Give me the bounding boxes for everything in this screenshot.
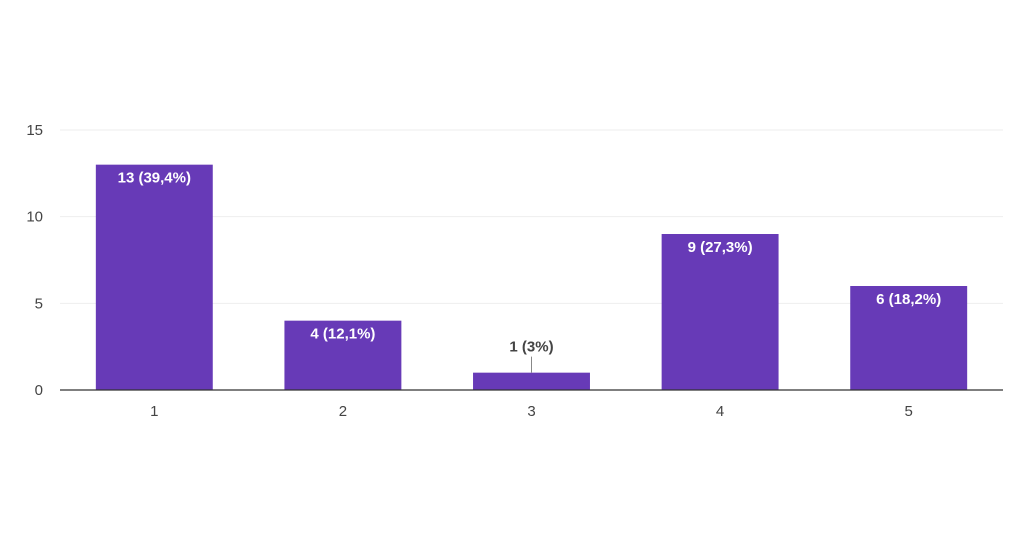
x-tick-label: 5 [905, 403, 913, 420]
bar [473, 372, 590, 390]
bar [850, 286, 968, 390]
x-tick-label: 2 [339, 403, 347, 420]
gridlines [60, 129, 1003, 304]
data-label: 9 (27,3%) [688, 239, 753, 256]
data-label: 4 (12,1%) [310, 326, 375, 343]
y-axis-tick-labels: 0 5 10 15 [26, 122, 43, 399]
data-label: 1 (3%) [509, 339, 553, 356]
x-tick-label: 3 [527, 403, 535, 420]
data-label: 6 (18,2%) [876, 291, 941, 308]
bar [661, 234, 779, 390]
x-axis-tick-labels: 1 2 3 4 5 [150, 403, 913, 420]
x-tick-label: 1 [150, 403, 158, 420]
y-tick-label: 15 [26, 122, 43, 139]
bars [95, 164, 968, 390]
x-tick-label: 4 [716, 403, 724, 420]
bar [284, 320, 402, 390]
data-label: 13 (39,4%) [118, 170, 191, 187]
bar [95, 164, 213, 390]
y-tick-label: 10 [26, 209, 43, 226]
y-tick-label: 5 [35, 295, 43, 312]
y-tick-label: 0 [35, 382, 43, 399]
data-labels: 13 (39,4%) 4 (12,1%) 1 (3%) 9 (27,3%) 6 (18,… [118, 170, 941, 373]
